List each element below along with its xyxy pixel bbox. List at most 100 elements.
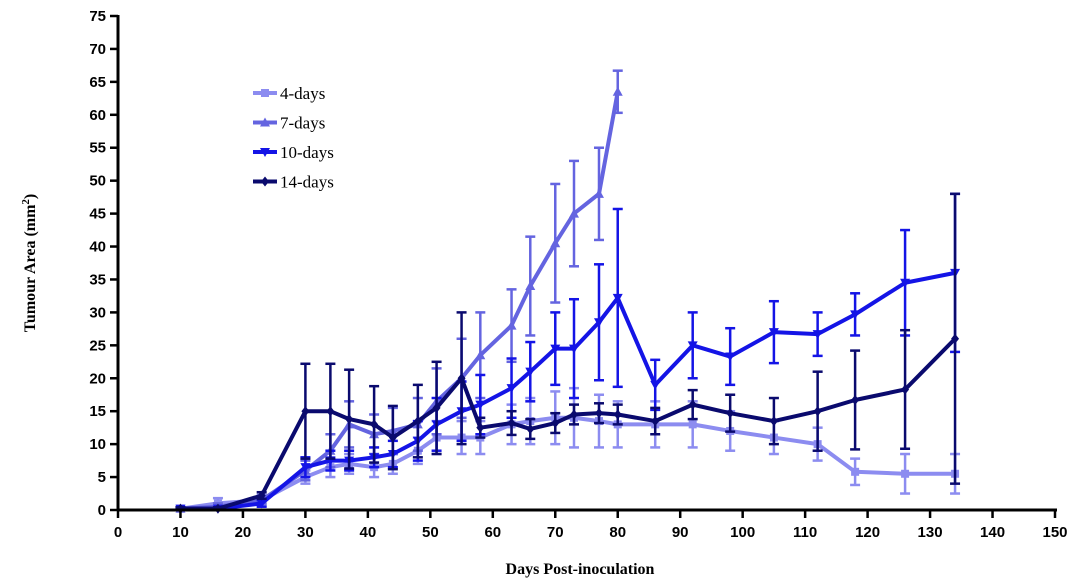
y-axis-title-superscript: 2 — [20, 199, 32, 205]
y-axis-title-close: ) — [22, 194, 39, 199]
y-tick-label: 10 — [89, 436, 106, 453]
x-axis-title: Days Post-inoculation — [506, 561, 655, 578]
data-point — [457, 373, 466, 384]
legend-label: 4-days — [280, 84, 325, 103]
data-point — [507, 418, 516, 429]
data-point — [432, 402, 441, 413]
y-tick-label: 70 — [89, 41, 106, 58]
legend: 4-days 7-days 10-days 14-days — [253, 84, 334, 192]
x-tick-label: 110 — [793, 524, 817, 541]
legend-label: 7-days — [280, 114, 325, 133]
legend-label: 10-days — [280, 143, 334, 162]
series-7-days — [175, 69, 623, 513]
x-tick-label: 70 — [547, 524, 564, 541]
y-axis-title-main: Tumour Area (mm — [22, 204, 39, 332]
y-tick-label: 20 — [89, 370, 106, 387]
x-tick-label: 50 — [422, 524, 439, 541]
data-point — [900, 278, 911, 288]
data-point — [613, 409, 622, 420]
data-point — [526, 423, 535, 434]
y-tick-label: 25 — [89, 337, 106, 354]
series-line — [180, 91, 620, 511]
x-tick-label: 0 — [114, 524, 122, 541]
data-point — [300, 463, 311, 473]
data-point — [551, 418, 560, 429]
y-tick-label: 40 — [89, 239, 106, 256]
data-point — [569, 344, 580, 354]
series-10-days — [175, 192, 961, 514]
data-point — [475, 350, 486, 360]
data-point — [851, 467, 860, 476]
y-axis: 0 5 10 15 20 25 30 35 40 45 50 55 60 65 70 75 — [89, 8, 120, 519]
x-tick-label: 140 — [980, 524, 1005, 541]
data-point — [651, 416, 660, 427]
legend-marker — [260, 148, 270, 157]
y-tick-label: 75 — [89, 8, 106, 25]
legend-label: 14-days — [280, 173, 334, 192]
y-tick-label: 35 — [89, 271, 106, 288]
data-point — [901, 384, 910, 395]
series-line — [180, 270, 956, 511]
x-tick-label: 30 — [297, 524, 314, 541]
x-tick-label: 40 — [360, 524, 377, 541]
data-point — [550, 344, 561, 354]
data-point — [812, 330, 823, 340]
data-point — [951, 333, 960, 344]
legend-marker — [261, 176, 269, 187]
data-point — [593, 318, 604, 328]
data-point — [569, 208, 580, 218]
data-point — [506, 384, 517, 394]
series-4-days — [175, 386, 961, 513]
data-point — [769, 416, 778, 427]
legend-item: 4-days — [253, 84, 325, 103]
y-tick-label: 45 — [89, 206, 106, 223]
legend-item: 14-days — [253, 173, 334, 192]
data-point — [612, 86, 623, 96]
x-tick-label: 90 — [672, 524, 689, 541]
y-tick-label: 0 — [98, 502, 106, 519]
x-tick-label: 60 — [484, 524, 501, 541]
legend-item: 10-days — [253, 143, 334, 162]
data-point — [768, 328, 779, 338]
x-axis: 0 10 20 30 40 50 60 70 80 90 100 110 120 130 140 150 — [114, 508, 1068, 541]
data-point — [413, 416, 422, 427]
y-tick-label: 15 — [89, 403, 106, 420]
data-point — [370, 419, 379, 430]
x-tick-label: 10 — [172, 524, 189, 541]
data-point — [688, 399, 697, 410]
data-point — [525, 367, 536, 377]
data-point — [388, 432, 397, 443]
legend-marker — [261, 89, 269, 97]
plot-area — [175, 69, 961, 514]
legend-item: 7-days — [253, 114, 325, 133]
data-point — [593, 188, 604, 198]
data-point — [901, 469, 910, 478]
y-tick-label: 60 — [89, 107, 106, 124]
data-point — [475, 400, 486, 410]
data-point — [257, 490, 266, 501]
data-point — [813, 406, 822, 417]
x-tick-label: 80 — [609, 524, 626, 541]
y-tick-label: 30 — [89, 304, 106, 321]
data-point — [476, 422, 485, 433]
data-point — [570, 409, 579, 420]
x-tick-label: 20 — [235, 524, 252, 541]
data-point — [726, 408, 735, 419]
data-point — [594, 408, 603, 419]
data-point — [851, 395, 860, 406]
legend-marker — [260, 117, 270, 127]
data-point — [688, 420, 697, 429]
y-axis-title: Tumour Area (mm2) — [20, 194, 39, 333]
y-tick-label: 5 — [98, 469, 106, 486]
x-tick-label: 120 — [855, 524, 880, 541]
series-line — [180, 337, 957, 511]
x-tick-label: 130 — [918, 524, 943, 541]
data-point — [650, 380, 661, 390]
data-point — [850, 310, 861, 320]
series-14-days — [175, 192, 961, 514]
data-point — [612, 293, 623, 303]
data-point — [326, 406, 335, 417]
data-point — [345, 414, 354, 425]
x-tick-label: 150 — [1042, 524, 1067, 541]
data-point — [687, 341, 698, 351]
